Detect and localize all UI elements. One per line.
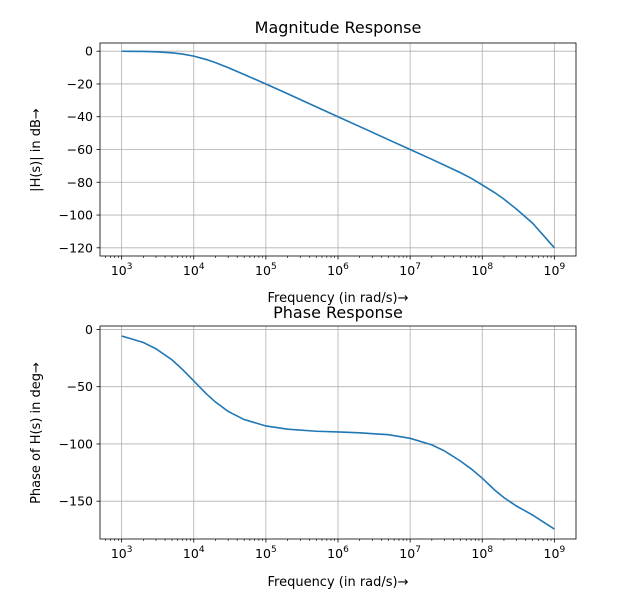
phase-x-label: Frequency (in rad/s)→ — [267, 575, 408, 590]
y-tick-label: 0 — [85, 44, 93, 59]
magnitude-series-line — [121, 50, 555, 249]
y-tick-label: −50 — [67, 379, 93, 394]
magnitude-plot: 103 104 105 106 107 108 109 0 −20 −40 −60 −80 −100 −… — [29, 18, 577, 306]
phase-y-ticks: 0 −50 −100 −150 — [59, 322, 100, 509]
y-tick-label: −120 — [59, 240, 93, 255]
magnitude-y-ticks: 0 −20 −40 −60 −80 −100 −120 — [59, 44, 100, 255]
magnitude-x-label: Frequency (in rad/s)→ — [267, 291, 408, 306]
y-tick-label: 0 — [85, 322, 93, 337]
x-tick-label: 109 — [544, 262, 566, 278]
y-tick-label: −20 — [67, 76, 93, 91]
phase-plot: 103 104 105 106 107 108 109 0 −50 −100 −150 Phase… — [29, 303, 577, 590]
y-tick-label: −100 — [59, 208, 93, 223]
y-tick-label: −100 — [59, 436, 93, 451]
phase-series-line — [121, 335, 555, 530]
x-tick-label: 103 — [111, 262, 133, 278]
x-tick-label: 105 — [255, 262, 277, 278]
x-tick-label: 107 — [399, 545, 421, 561]
magnitude-title: Magnitude Response — [255, 18, 422, 37]
x-tick-label: 108 — [471, 262, 493, 278]
magnitude-x-ticks: 103 104 105 106 107 108 109 — [105, 256, 566, 278]
x-tick-label: 106 — [327, 545, 349, 561]
x-tick-label: 103 — [111, 545, 133, 561]
x-tick-label: 109 — [544, 545, 566, 561]
y-tick-label: −60 — [67, 142, 93, 157]
x-tick-label: 104 — [183, 545, 205, 561]
phase-y-label: Phase of H(s) in deg→ — [29, 362, 44, 504]
x-tick-label: 105 — [255, 545, 277, 561]
x-tick-label: 107 — [399, 262, 421, 278]
phase-title: Phase Response — [273, 303, 403, 322]
x-tick-label: 108 — [471, 545, 493, 561]
magnitude-y-label: |H(s)| in dB→ — [29, 108, 44, 192]
y-tick-label: −150 — [59, 494, 93, 509]
x-tick-label: 106 — [327, 262, 349, 278]
y-tick-label: −80 — [67, 175, 93, 190]
phase-x-ticks: 103 104 105 106 107 108 109 — [105, 539, 566, 561]
x-tick-label: 104 — [183, 262, 205, 278]
y-tick-label: −40 — [67, 109, 93, 124]
